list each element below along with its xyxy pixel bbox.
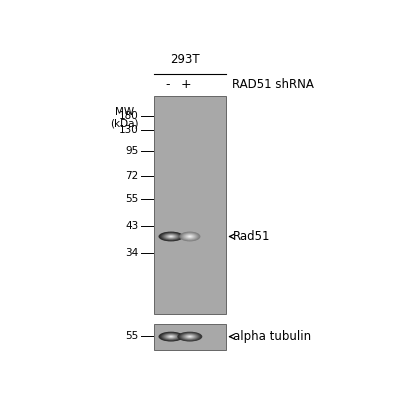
Ellipse shape	[161, 232, 181, 241]
Ellipse shape	[185, 234, 195, 239]
Ellipse shape	[183, 334, 197, 340]
Ellipse shape	[158, 332, 184, 342]
Text: 55: 55	[125, 194, 139, 204]
Ellipse shape	[162, 333, 180, 340]
Ellipse shape	[188, 336, 192, 338]
Ellipse shape	[168, 335, 174, 338]
Ellipse shape	[186, 235, 193, 238]
Text: alpha tubulin: alpha tubulin	[233, 330, 311, 343]
Text: 43: 43	[125, 221, 139, 231]
Ellipse shape	[166, 334, 176, 339]
Ellipse shape	[182, 333, 198, 340]
Ellipse shape	[183, 233, 197, 240]
Ellipse shape	[168, 235, 174, 238]
Ellipse shape	[165, 334, 177, 339]
Text: MW
(kDa): MW (kDa)	[110, 106, 139, 129]
Ellipse shape	[189, 236, 191, 237]
Ellipse shape	[166, 234, 176, 238]
Text: 72: 72	[125, 171, 139, 181]
Ellipse shape	[160, 332, 182, 341]
Ellipse shape	[162, 233, 180, 240]
Text: 95: 95	[125, 146, 139, 156]
Ellipse shape	[163, 333, 179, 340]
Text: 34: 34	[125, 248, 139, 258]
Ellipse shape	[163, 234, 178, 239]
Ellipse shape	[180, 232, 200, 241]
Ellipse shape	[170, 336, 172, 337]
Text: 180: 180	[119, 111, 139, 121]
Ellipse shape	[158, 232, 184, 242]
Text: 130: 130	[119, 125, 139, 135]
Bar	[154, 324, 226, 350]
Ellipse shape	[184, 234, 196, 239]
Ellipse shape	[178, 332, 201, 341]
Ellipse shape	[182, 233, 198, 240]
Ellipse shape	[180, 333, 199, 340]
Ellipse shape	[189, 336, 191, 337]
Text: -: -	[166, 78, 170, 91]
Ellipse shape	[177, 332, 202, 342]
Ellipse shape	[160, 232, 182, 241]
Ellipse shape	[187, 335, 193, 338]
Ellipse shape	[185, 234, 194, 238]
Text: RAD51 shRNA: RAD51 shRNA	[232, 78, 314, 91]
Ellipse shape	[185, 335, 194, 338]
Ellipse shape	[167, 335, 175, 338]
Ellipse shape	[163, 334, 178, 340]
Ellipse shape	[185, 334, 195, 339]
Text: 293T: 293T	[170, 54, 200, 66]
Text: 55: 55	[125, 331, 139, 341]
Ellipse shape	[180, 332, 200, 341]
Ellipse shape	[161, 332, 181, 341]
Text: Rad51: Rad51	[233, 230, 270, 243]
Ellipse shape	[179, 232, 200, 242]
Ellipse shape	[169, 336, 173, 338]
Ellipse shape	[181, 232, 199, 241]
Text: +: +	[181, 78, 191, 91]
Ellipse shape	[170, 236, 172, 237]
Bar	[154, 96, 226, 314]
Ellipse shape	[184, 334, 196, 339]
Ellipse shape	[188, 236, 192, 237]
Ellipse shape	[187, 235, 193, 238]
Ellipse shape	[165, 234, 177, 239]
Ellipse shape	[169, 236, 173, 237]
Ellipse shape	[163, 233, 179, 240]
Ellipse shape	[167, 235, 175, 238]
